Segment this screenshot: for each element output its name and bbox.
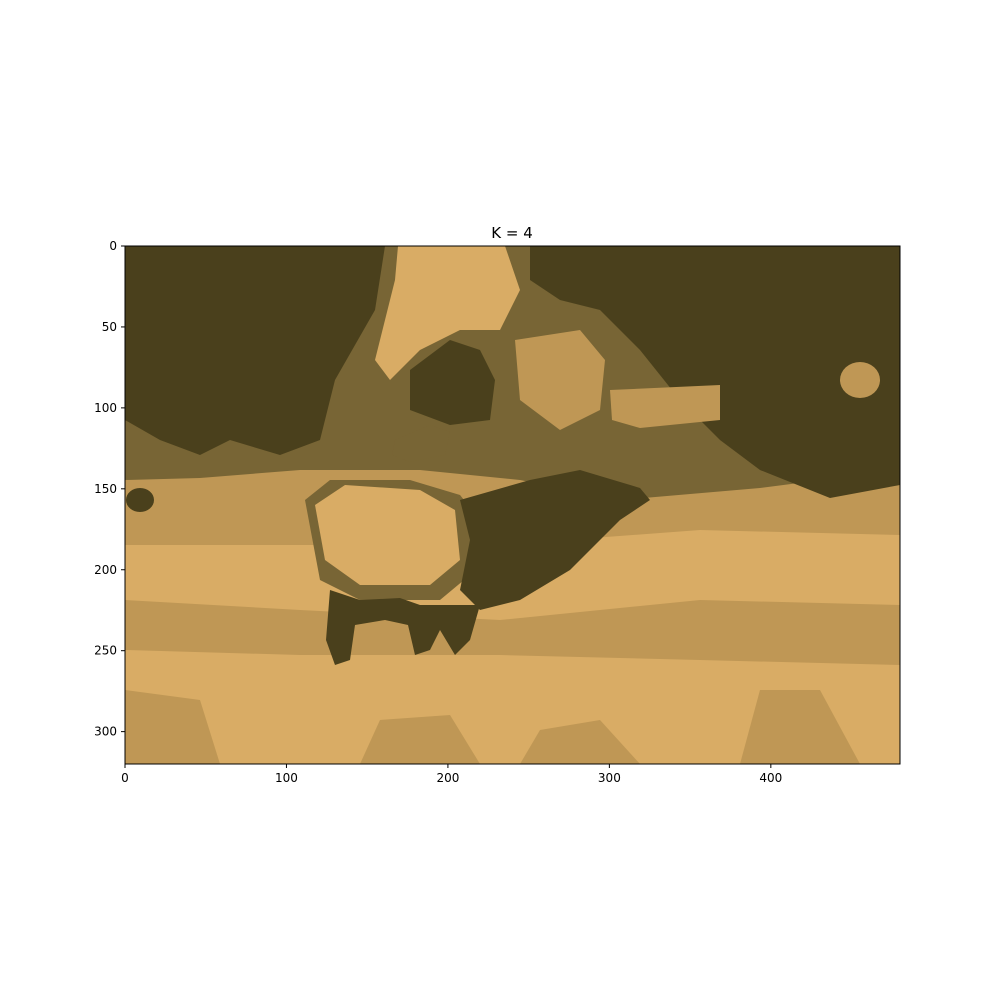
quantized-image	[125, 246, 900, 764]
region-grass-clump-center	[520, 720, 640, 764]
y-axis: 0 50 100 150 200 250 300	[94, 239, 125, 739]
region-elk-neck	[460, 470, 650, 610]
region-grass-clump-right	[740, 690, 860, 764]
x-tick-label: 200	[436, 771, 459, 785]
region-dark-window	[410, 340, 495, 425]
y-tick-label: 150	[94, 482, 117, 496]
x-tick-label: 300	[598, 771, 621, 785]
y-tick-label: 0	[109, 239, 117, 253]
y-tick-label: 200	[94, 563, 117, 577]
region-grass-clump-mid	[360, 715, 480, 764]
axes-frame	[124, 245, 901, 765]
region-midlight-grass	[125, 600, 900, 665]
region-midlight-blob-right	[840, 362, 880, 398]
region-antler	[392, 425, 450, 462]
region-dark-blob-left	[126, 488, 154, 512]
region-dark-top-left	[125, 246, 385, 455]
y-tick-label: 300	[94, 725, 117, 739]
x-tick-label: 100	[275, 771, 298, 785]
x-tick-label: 400	[759, 771, 782, 785]
region-light-sky-patch	[375, 246, 520, 380]
plot-title: K = 4	[491, 224, 532, 242]
y-tick-label: 100	[94, 401, 117, 415]
x-tick-label: 0	[121, 771, 129, 785]
region-midlight-side-patch	[610, 385, 720, 428]
region-elk-body	[315, 485, 460, 585]
region-elk-legs	[326, 590, 480, 665]
x-axis: 0 100 200 300 400	[121, 764, 782, 785]
region-grass-clump-left	[125, 690, 220, 764]
region-midlight-head-patch	[515, 330, 605, 430]
region-dark-top-right	[530, 246, 900, 498]
y-tick-label: 250	[94, 644, 117, 658]
y-tick-label: 50	[102, 320, 117, 334]
